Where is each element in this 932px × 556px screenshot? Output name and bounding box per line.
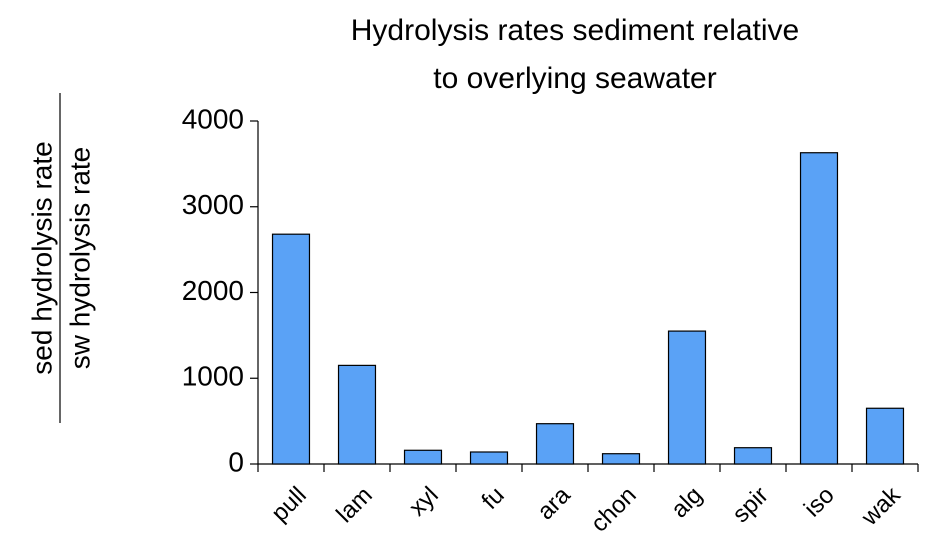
bar [535, 423, 575, 465]
x-tick-label: spir [727, 482, 773, 528]
y-tick-label: 4000 [182, 103, 244, 134]
x-tick-label: fu [476, 482, 509, 515]
y-tick-label: 2000 [182, 275, 244, 306]
bar [799, 152, 839, 465]
chart-title: to overlying seawater [433, 62, 716, 95]
x-tick-label: lam [331, 482, 377, 528]
y-tick-label: 0 [228, 446, 244, 477]
x-tick-label-group: xyl [404, 482, 444, 522]
x-tick-label-group: wak [856, 481, 907, 532]
bar [601, 453, 641, 465]
x-tick-label-group: spir [727, 482, 773, 528]
bar [403, 449, 443, 465]
x-tick-label-group: ara [532, 481, 576, 525]
y-tick-label: 3000 [182, 189, 244, 220]
x-tick-label: iso [799, 482, 840, 523]
bar [271, 233, 311, 465]
x-tick-label-group: pull [266, 482, 312, 528]
x-tick-label: pull [266, 482, 312, 528]
chart-title: Hydrolysis rates sediment relative [351, 14, 800, 47]
bar [865, 407, 905, 465]
x-tick-label: alg [666, 482, 708, 524]
bar [733, 447, 773, 465]
bar [469, 451, 509, 465]
x-tick-label-group: fu [476, 482, 509, 515]
x-tick-label: ara [532, 481, 576, 525]
x-tick-label-group: iso [799, 482, 840, 523]
y-label-denominator: sw hydrolysis rate [64, 147, 95, 370]
x-tick-label-group: chon [586, 482, 642, 538]
y-label-numerator: sed hydrolysis rate [26, 141, 57, 374]
y-tick-label: 1000 [182, 361, 244, 392]
bar [667, 330, 707, 465]
y-axis-label: sed hydrolysis rate sw hydrolysis rate [26, 93, 95, 423]
x-tick-label: wak [856, 481, 907, 532]
x-tick-label-group: lam [331, 482, 377, 528]
bar [337, 364, 377, 465]
x-tick-label-group: alg [666, 482, 708, 524]
x-tick-label: chon [586, 482, 642, 538]
x-tick-label: xyl [404, 482, 444, 522]
